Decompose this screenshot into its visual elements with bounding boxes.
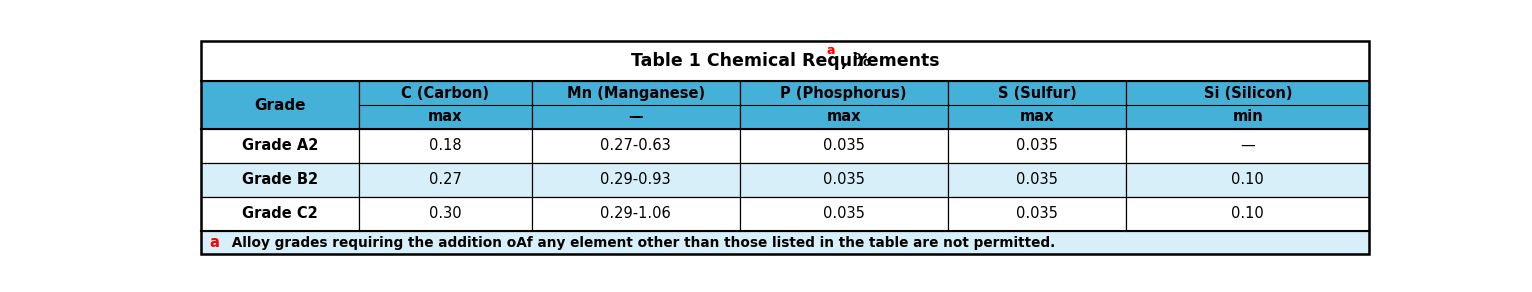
Bar: [201, 163, 358, 197]
Bar: [201, 231, 1370, 254]
Text: 0.035: 0.035: [823, 206, 864, 221]
Text: Grade A2: Grade A2: [242, 138, 319, 153]
Text: Grade C2: Grade C2: [242, 206, 317, 221]
Text: , %: , %: [841, 52, 870, 70]
Bar: [201, 128, 358, 163]
Text: Grade B2: Grade B2: [242, 172, 319, 187]
Text: 0.10: 0.10: [1232, 172, 1264, 187]
Bar: [532, 81, 740, 128]
Bar: [740, 128, 948, 163]
Bar: [358, 197, 532, 231]
Bar: [740, 197, 948, 231]
Text: 0.035: 0.035: [823, 172, 864, 187]
Text: 0.10: 0.10: [1232, 206, 1264, 221]
Text: Mn (Manganese): Mn (Manganese): [567, 86, 705, 101]
Text: 0.035: 0.035: [823, 138, 864, 153]
Text: max: max: [826, 109, 861, 124]
Text: 0.27-0.63: 0.27-0.63: [601, 138, 671, 153]
Bar: [948, 197, 1126, 231]
Bar: [948, 81, 1126, 128]
Text: 0.035: 0.035: [1016, 172, 1059, 187]
Bar: [201, 81, 358, 128]
Text: S (Sulfur): S (Sulfur): [997, 86, 1077, 101]
Bar: [358, 81, 532, 128]
Bar: [1126, 163, 1370, 197]
Text: min: min: [1232, 109, 1264, 124]
Text: —: —: [628, 109, 643, 124]
Text: a: a: [827, 44, 835, 57]
Bar: [532, 128, 740, 163]
Bar: [740, 81, 948, 128]
Text: 0.27: 0.27: [429, 172, 461, 187]
Text: Table 1 Chemical Requirements: Table 1 Chemical Requirements: [631, 52, 939, 70]
Text: Grade: Grade: [254, 98, 305, 112]
Text: 0.29-1.06: 0.29-1.06: [601, 206, 671, 221]
Text: 0.035: 0.035: [1016, 206, 1059, 221]
Text: 0.18: 0.18: [429, 138, 461, 153]
Text: max: max: [427, 109, 463, 124]
Text: 0.29-0.93: 0.29-0.93: [601, 172, 671, 187]
Bar: [201, 197, 358, 231]
Text: P (Phosphorus): P (Phosphorus): [780, 86, 907, 101]
Bar: [532, 197, 740, 231]
Text: 0.30: 0.30: [429, 206, 461, 221]
Text: a: a: [210, 235, 219, 250]
Bar: [1126, 81, 1370, 128]
Bar: [948, 163, 1126, 197]
Bar: [532, 163, 740, 197]
Bar: [358, 163, 532, 197]
Bar: [740, 163, 948, 197]
Bar: [1126, 197, 1370, 231]
Text: max: max: [1020, 109, 1054, 124]
Text: Si (Silicon): Si (Silicon): [1204, 86, 1291, 101]
Text: 0.035: 0.035: [1016, 138, 1059, 153]
Bar: [201, 41, 1370, 81]
Bar: [358, 128, 532, 163]
Text: Alloy grades requiring the addition oAf any element other than those listed in t: Alloy grades requiring the addition oAf …: [227, 236, 1056, 250]
Bar: [1126, 128, 1370, 163]
Bar: [948, 128, 1126, 163]
Text: —: —: [1241, 138, 1255, 153]
Text: C (Carbon): C (Carbon): [401, 86, 489, 101]
